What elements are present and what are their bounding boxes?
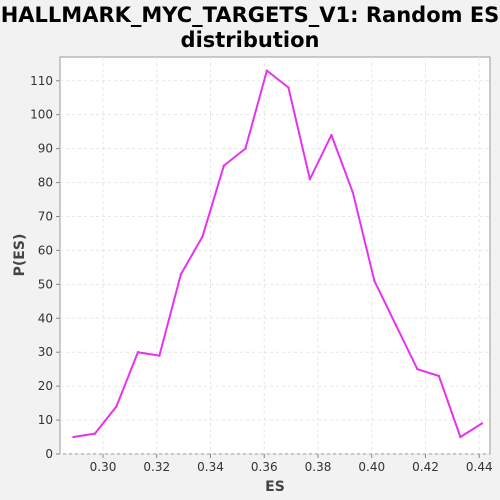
- y-tick-label: 70: [38, 209, 53, 223]
- data-point: [459, 435, 462, 439]
- data-point: [136, 351, 140, 354]
- data-point: [437, 374, 441, 378]
- data-point: [244, 147, 247, 150]
- data-point: [222, 164, 226, 167]
- x-tick-label: 0.30: [90, 460, 117, 474]
- x-axis-label: ES: [265, 479, 285, 495]
- data-point: [265, 69, 269, 72]
- data-point: [330, 133, 333, 137]
- y-tick-label: 50: [38, 277, 53, 291]
- y-tick-label: 100: [30, 108, 53, 122]
- data-point: [93, 432, 97, 435]
- x-tick-label: 0.34: [197, 460, 224, 474]
- x-tick-label: 0.40: [358, 460, 385, 474]
- data-point: [308, 177, 312, 181]
- y-tick-label: 60: [38, 243, 53, 257]
- data-point: [179, 272, 183, 276]
- y-tick-label: 110: [30, 74, 53, 88]
- data-point: [373, 279, 376, 283]
- data-point: [480, 422, 484, 425]
- axis-ticks: 0.30 0.32 0.34 0.36 0.38 0.40 0.42 0.44 0 10 20 30 4…: [30, 74, 493, 474]
- y-axis-label: P(ES): [12, 234, 28, 277]
- y-tick-label: 40: [38, 311, 53, 325]
- y-tick-label: 90: [38, 142, 53, 156]
- grid-lines: [60, 57, 490, 455]
- x-tick-label: 0.44: [466, 460, 493, 474]
- data-point: [115, 405, 118, 408]
- data-point: [72, 435, 75, 439]
- x-tick-label: 0.38: [305, 460, 332, 474]
- plot-area: [59, 56, 491, 455]
- series-layer: [72, 69, 484, 439]
- x-tick-label: 0.32: [143, 460, 170, 474]
- y-tick-label: 30: [38, 345, 53, 359]
- y-tick-label: 80: [38, 176, 53, 190]
- y-tick-label: 10: [38, 413, 53, 427]
- data-point: [287, 86, 290, 89]
- x-tick-label: 0.42: [412, 460, 439, 474]
- data-point: [416, 367, 419, 371]
- y-tick-label: 0: [45, 447, 53, 461]
- data-point: [201, 235, 204, 239]
- x-tick-label: 0.36: [251, 460, 278, 474]
- data-point: [394, 323, 398, 327]
- data-point: [158, 354, 161, 357]
- chart-title-line-2: distribution: [181, 28, 320, 52]
- series-line: [73, 69, 483, 438]
- data-point: [351, 191, 355, 194]
- chart-title-line-1: HALLMARK_MYC_TARGETS_V1: Random ES: [1, 3, 500, 27]
- y-tick-label: 20: [38, 379, 53, 393]
